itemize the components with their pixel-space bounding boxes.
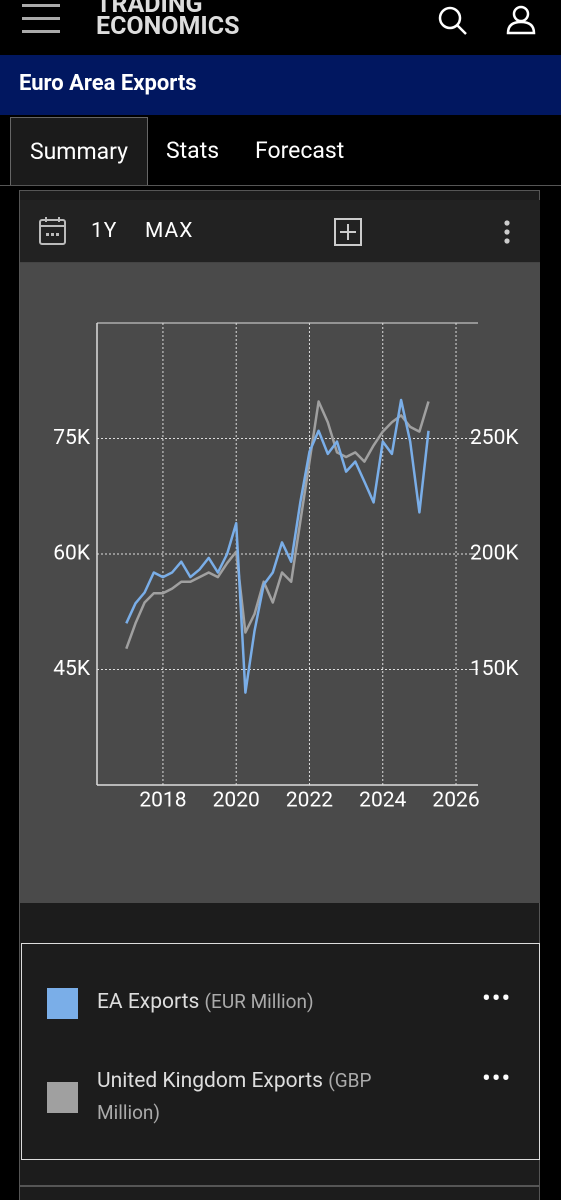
user-button[interactable] (505, 4, 537, 36)
calendar-button[interactable] (38, 216, 68, 246)
x-tick-label: 2022 (286, 789, 333, 813)
logo-text: TRADING (96, 0, 203, 19)
tab[interactable]: Stats (166, 137, 220, 164)
legend-label: EA Exports (97, 990, 200, 1014)
legend-label: United Kingdom Exports (97, 1069, 323, 1093)
legend: EA Exports (EUR Million) ••• United King… (21, 943, 540, 1160)
menu-button[interactable] (22, 4, 62, 34)
banner: Euro Area Exports (0, 55, 561, 115)
tab-bar: Summary Stats Forecast (0, 117, 561, 186)
legend-entry[interactable]: United Kingdom Exports (GBP Million) (97, 1065, 427, 1129)
range-button[interactable]: 1Y (91, 219, 118, 243)
x-tick-label: 2026 (432, 789, 479, 813)
legend-swatch (47, 988, 78, 1019)
chart: 45K 60K 75K 150K 200K 250K 2018 2020 2022 2024 202… (20, 263, 540, 903)
legend-unit: (EUR Million) (204, 990, 314, 1013)
legend-swatch (47, 1082, 78, 1113)
y-tick-label: 60K (53, 542, 91, 566)
range-button[interactable]: MAX (145, 219, 194, 243)
page-title: Euro Area Exports (19, 71, 197, 96)
legend-unit: (GBP Million) (97, 1069, 372, 1124)
header: TRADING ECONOMICS (0, 0, 561, 53)
series-line (125, 400, 430, 650)
y-tick-label: 45K (53, 657, 91, 681)
y2-tick-label: 250K (470, 426, 519, 450)
x-tick-label: 2020 (213, 789, 260, 813)
add-button[interactable] (333, 217, 363, 247)
y2-tick-label: 200K (470, 542, 519, 566)
series-line (125, 398, 430, 694)
x-tick-label: 2018 (139, 789, 186, 813)
logo-text: ECONOMICS (96, 12, 240, 41)
more-button[interactable] (502, 218, 512, 246)
x-tick-label: 2024 (359, 789, 406, 813)
tab[interactable]: Summary (10, 117, 148, 185)
search-button[interactable] (437, 5, 469, 37)
y-tick-label: 75K (53, 426, 91, 450)
y2-tick-label: 150K (470, 657, 519, 681)
divider (20, 1185, 540, 1187)
tab[interactable]: Forecast (255, 137, 345, 164)
legend-menu[interactable]: ••• (482, 984, 512, 1014)
logo[interactable]: TRADING ECONOMICS (96, 0, 240, 41)
legend-menu[interactable]: ••• (482, 1064, 512, 1094)
chart-toolbar: 1Y MAX (20, 200, 540, 263)
legend-entry[interactable]: EA Exports (EUR Million) (97, 986, 417, 1018)
